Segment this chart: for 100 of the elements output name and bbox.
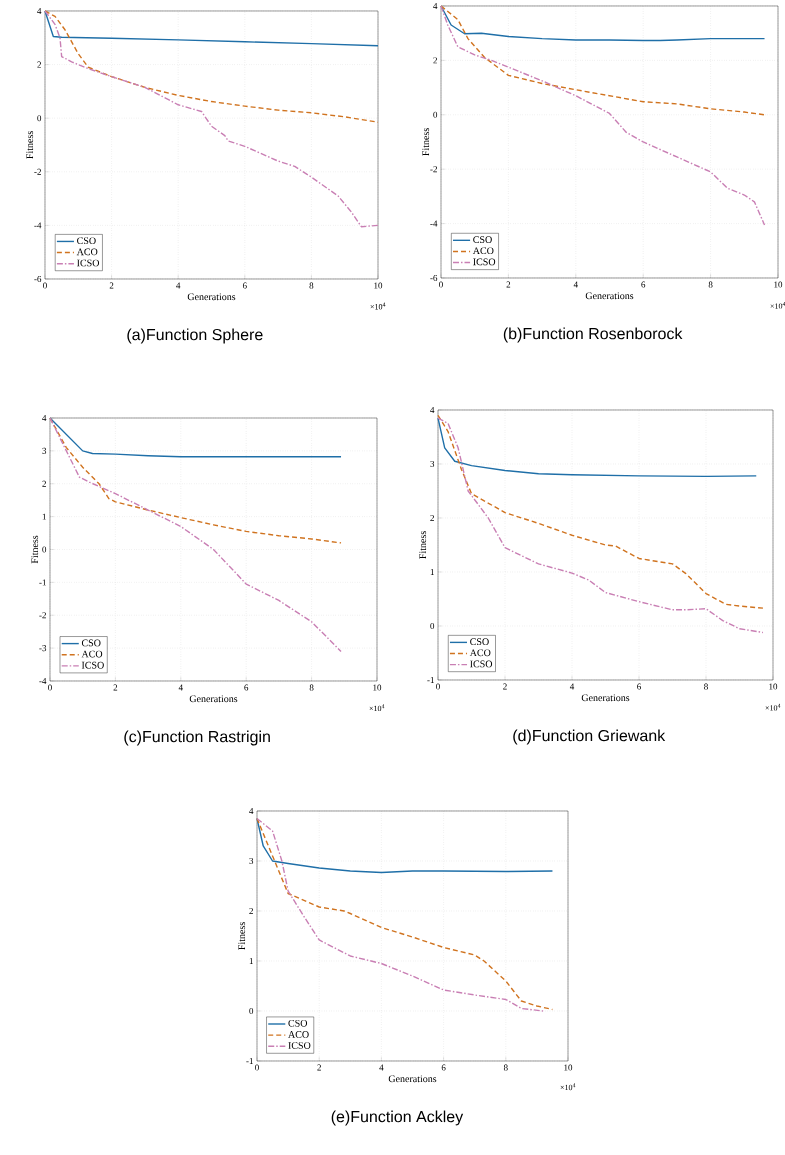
y-tick-label: 2 <box>430 515 434 521</box>
x-tick-label: 10 <box>373 684 382 691</box>
x-tick-label: 10 <box>774 281 783 288</box>
x-tick-label: 8 <box>309 684 314 691</box>
y-tick-label: 4 <box>249 808 254 814</box>
legend-label: CSO <box>473 236 492 243</box>
y-tick-label: -2 <box>430 166 437 173</box>
line-series <box>440 5 766 226</box>
x-tick-label: 2 <box>109 282 114 289</box>
y-axis-title: Fitness <box>419 531 427 559</box>
x-axis-title: Generations <box>189 695 238 703</box>
x-tick-label: 0 <box>255 1064 259 1071</box>
y-tick-label: 3 <box>430 460 435 468</box>
text: (b)Function Rosenborock <box>503 327 683 343</box>
legend-label: CSO <box>288 1019 308 1027</box>
y-tick-label: 2 <box>249 908 253 914</box>
line-series <box>437 417 757 478</box>
text: ×10$^{4}$ <box>765 703 781 711</box>
x-tick-label: 10 <box>374 282 383 289</box>
x-tick-label: 4 <box>176 282 181 289</box>
y-tick-label: -4 <box>34 222 42 229</box>
x-axis-title: Generations <box>187 293 236 301</box>
legend-label: ACO <box>76 248 98 256</box>
x-tick-label: 8 <box>503 1064 508 1071</box>
legend-label: ICSO <box>473 258 496 266</box>
y-tick-label: 0 <box>249 1007 254 1015</box>
y-tick-label: 2 <box>37 61 41 68</box>
y-tick-label: -6 <box>430 274 438 282</box>
y-tick-label: 4 <box>42 415 47 421</box>
line-series <box>44 10 379 47</box>
y-tick-label: 4 <box>433 3 438 9</box>
x-tick-label: 6 <box>441 1064 446 1071</box>
x-tick-label: 0 <box>48 684 52 691</box>
x-tick-label: 10 <box>769 683 778 690</box>
x-tick-label: 6 <box>244 684 249 691</box>
legend-label: ACO <box>472 247 494 255</box>
y-tick-label: 0 <box>37 115 42 122</box>
legend-label: ICSO <box>81 661 104 669</box>
legend-label: ICSO <box>288 1042 311 1049</box>
x-tick-label: 8 <box>708 281 713 288</box>
y-tick-label: -1 <box>39 579 46 586</box>
y-tick-label: 1 <box>42 513 46 520</box>
text: ×10$^{4}$ <box>370 302 386 310</box>
y-axis-title: Fitness <box>422 128 430 156</box>
x-tick-label: 6 <box>242 282 247 289</box>
x-tick-label: 4 <box>569 683 575 690</box>
y-tick-label: 1 <box>249 958 253 964</box>
x-axis-title: Generations <box>581 694 630 702</box>
x-tick-label: 0 <box>439 281 443 288</box>
y-tick-label: -3 <box>39 645 47 652</box>
y-tick-label: 0 <box>42 546 47 553</box>
legend-label: ACO <box>469 649 491 657</box>
legend-label: ICSO <box>470 660 493 668</box>
y-axis-title: Fitness <box>31 535 39 564</box>
x-tick-label: 8 <box>704 683 708 690</box>
x-tick-label: 4 <box>178 684 183 691</box>
x-tick-label: 4 <box>573 281 578 288</box>
x-tick-label: 8 <box>309 282 314 289</box>
y-axis-title: Fitness <box>238 922 246 950</box>
x-tick-label: 10 <box>564 1064 573 1071</box>
text: ×10$^{4}$ <box>770 301 785 309</box>
y-tick-label: 4 <box>430 407 435 413</box>
y-axis-title: Fitness <box>26 131 34 159</box>
text: ×10$^{4}$ <box>369 704 385 712</box>
y-tick-label: 3 <box>249 857 254 865</box>
legend-label: CSO <box>81 639 101 647</box>
x-tick-label: 2 <box>317 1064 321 1071</box>
y-tick-label: -1 <box>246 1058 253 1064</box>
legend-label: ACO <box>81 650 103 658</box>
text: (d)Function Griewank <box>513 729 666 745</box>
y-tick-label: 3 <box>42 447 47 454</box>
y-tick-label: 0 <box>430 622 435 630</box>
y-tick-label: -4 <box>39 678 47 684</box>
y-tick-label: 2 <box>433 57 437 64</box>
y-tick-label: -2 <box>34 168 41 175</box>
y-tick-label: 1 <box>430 569 434 575</box>
y-tick-label: -6 <box>34 275 42 283</box>
x-tick-label: 4 <box>379 1064 384 1071</box>
x-tick-label: 6 <box>641 281 646 288</box>
x-axis-title: Generations <box>585 292 634 300</box>
y-tick-label: 0 <box>433 111 438 118</box>
x-tick-label: 6 <box>637 683 641 690</box>
x-tick-label: 2 <box>503 683 507 690</box>
y-tick-label: -4 <box>430 220 438 227</box>
text: (a)Function Sphere <box>127 328 263 344</box>
y-tick-label: -2 <box>39 612 46 619</box>
line-series <box>44 10 379 228</box>
legend-label: ACO <box>288 1031 309 1038</box>
text: ×10$^{4}$ <box>560 1083 576 1091</box>
text: (e)Function Ackley <box>331 1110 464 1126</box>
legend-label: CSO <box>470 638 489 646</box>
x-axis-title: Generations <box>388 1075 437 1083</box>
x-tick-label: 2 <box>506 281 511 288</box>
legend-label: ICSO <box>77 259 100 267</box>
y-tick-label: 4 <box>37 8 42 14</box>
text: (c)Function Rastrigin <box>124 730 270 746</box>
y-tick-label: -1 <box>427 677 434 683</box>
legend-label: CSO <box>77 237 96 245</box>
x-tick-label: 2 <box>113 684 118 691</box>
y-tick-label: 2 <box>42 480 46 487</box>
